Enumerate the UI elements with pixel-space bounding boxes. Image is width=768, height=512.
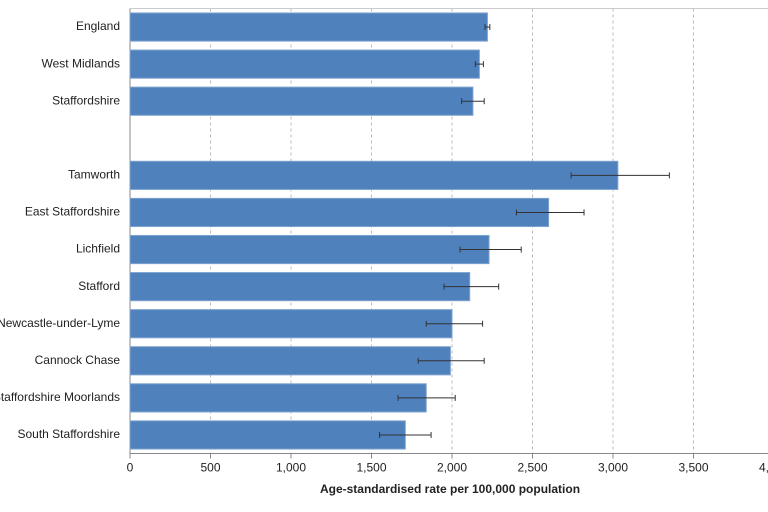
bar [129,383,427,413]
y-tick-label: Tamworth [68,168,120,182]
y-tick-label: Lichfield [76,242,120,256]
y-tick-label: South Staffordshire [17,427,120,441]
bar [129,234,490,265]
y-tick-label: Staffordshire Moorlands [0,390,120,404]
bar [129,49,480,79]
bar [129,420,406,450]
y-tick-label: England [76,19,120,33]
bar [129,346,451,376]
bar [129,12,488,42]
bar [129,309,453,339]
bar [129,272,471,302]
x-tick-label: 500 [200,461,220,475]
x-tick-label: 1,000 [276,461,306,475]
y-tick-label: Stafford [78,279,120,293]
y-tick-label: Newcastle-under-Lyme [0,316,120,330]
x-tick-label: 2,500 [517,461,547,475]
y-tick-label: East Staffordshire [25,205,120,219]
x-tick-label: 3,500 [678,461,708,475]
y-tick-label: Staffordshire [52,93,120,107]
x-tick-label: 0 [127,461,134,475]
x-axis-title: Age-standardised rate per 100,000 popula… [320,482,580,496]
x-tick-label: 3,000 [598,461,628,475]
x-tick-label: 4,000 [759,461,768,475]
x-tick-label: 1,500 [356,461,386,475]
y-tick-label: Cannock Chase [35,353,121,367]
x-tick-label: 2,000 [437,461,467,475]
bar [129,86,474,116]
bar [129,160,619,190]
bar [129,197,550,228]
y-tick-label: West Midlands [42,56,120,70]
